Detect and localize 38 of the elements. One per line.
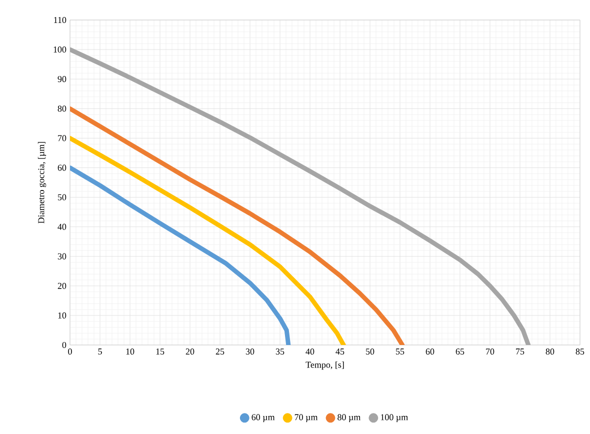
legend-label: 70 µm	[294, 414, 318, 422]
y-tick-label: 80	[58, 106, 66, 112]
x-tick-label: 60	[426, 348, 434, 355]
y-tick-label: 0	[62, 342, 66, 348]
x-tick-label: 70	[486, 348, 494, 355]
y-tick-label: 70	[58, 135, 66, 142]
x-tick-label: 10	[126, 348, 134, 355]
x-tick-label: 65	[456, 348, 464, 355]
x-tick-label: 75	[516, 348, 524, 355]
x-tick-label: 50	[366, 348, 374, 355]
x-tick-label: 15	[156, 348, 164, 355]
y-tick-label: 40	[58, 224, 66, 230]
y-tick-label: 90	[58, 76, 66, 82]
x-tick-label: 40	[306, 348, 314, 355]
y-axis-title: Diametro goccia, [µm]	[38, 142, 46, 224]
legend-label: 100 µm	[380, 414, 408, 422]
x-tick-label: 45	[336, 348, 344, 355]
x-tick-label: 85	[576, 348, 584, 355]
legend-label: 80 µm	[338, 414, 361, 422]
y-tick-label: 50	[58, 194, 66, 200]
x-axis-title: Tempo, [s]	[306, 361, 344, 370]
x-tick-label: 5	[98, 348, 102, 355]
legend-label: 60 µm	[252, 414, 275, 422]
y-tick-label: 60	[58, 164, 66, 171]
line-series	[70, 165, 291, 345]
x-tick-label: 80	[546, 348, 554, 355]
x-tick-label: 20	[186, 348, 194, 355]
y-tick-label: 110	[54, 16, 66, 24]
y-tick-label: 100	[54, 46, 66, 53]
x-tick-label: 30	[246, 348, 254, 355]
line-series	[70, 106, 405, 345]
y-tick-label: 10	[58, 312, 66, 318]
x-tick-label: 35	[276, 348, 284, 355]
x-tick-label: 55	[396, 348, 404, 355]
y-tick-label: 30	[58, 253, 66, 260]
y-tick-label: 20	[58, 282, 66, 289]
x-tick-label: 25	[216, 348, 224, 355]
x-tick-label: 0	[68, 348, 72, 355]
